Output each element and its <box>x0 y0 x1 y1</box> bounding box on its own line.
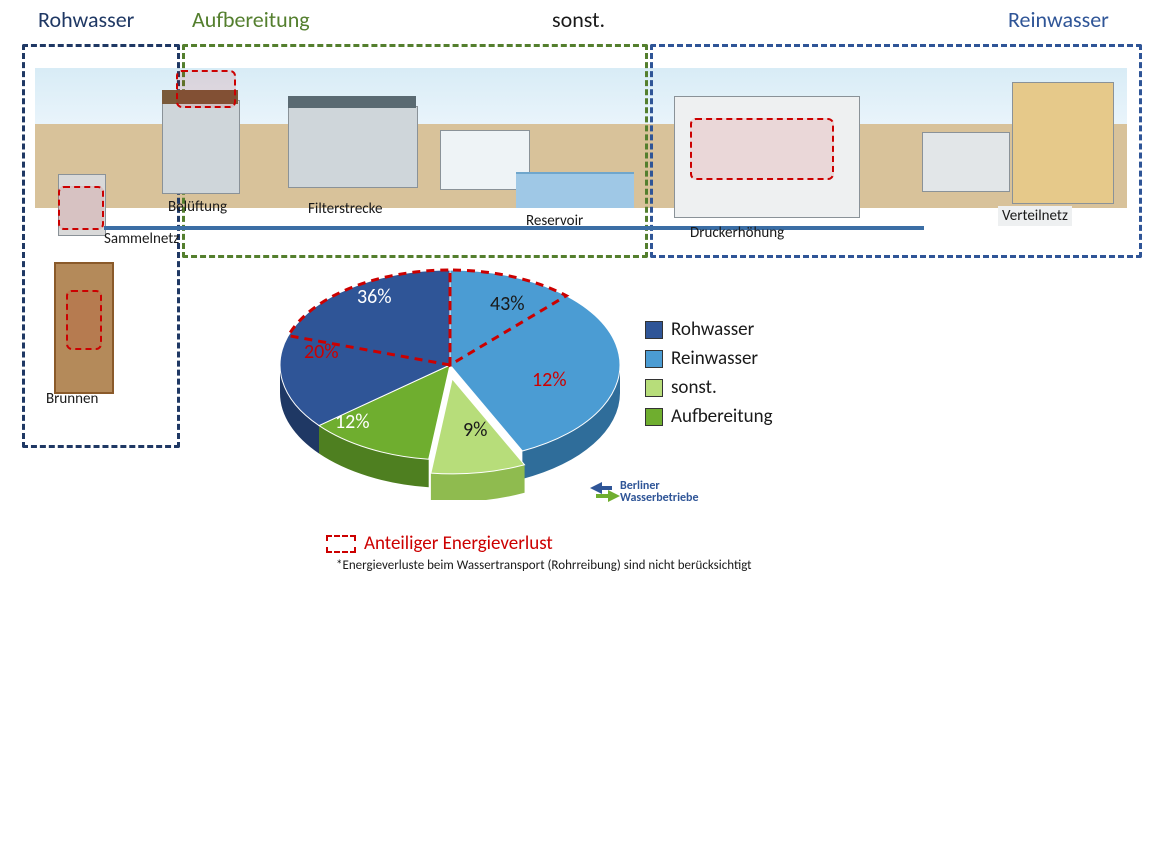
loss-swatch-icon <box>326 535 356 553</box>
loss-legend: Anteiliger Energieverlust <box>326 532 553 555</box>
pie-value-reinwasser: 43% <box>490 292 525 316</box>
swatch-aufbereitung <box>645 408 663 426</box>
facility-verteilnetz-building <box>1012 82 1114 204</box>
facility-belueftung <box>162 100 240 194</box>
legend-label-rohwasser: Rohwasser <box>671 318 754 341</box>
label-verteilnetz: Verteilnetz <box>998 206 1072 226</box>
loss-highlight-sammelnetz <box>58 186 104 230</box>
legend-row-rohwasser: Rohwasser <box>645 318 773 341</box>
legend-row-aufbereitung: Aufbereitung <box>645 405 773 428</box>
pie-value-rohwasser: 36% <box>357 285 392 309</box>
brand-line2: Wasserbetriebe <box>620 492 699 504</box>
loss-highlight-druckerhoehung <box>690 118 834 180</box>
section-label-sonst: sonst. <box>552 6 605 33</box>
label-sammelnetz: Sammelnetz <box>104 230 179 248</box>
label-brunnen: Brunnen <box>46 390 98 408</box>
pie-loss-reinwasser: 12% <box>532 368 567 392</box>
loss-legend-label: Anteiliger Energieverlust <box>364 532 553 555</box>
energy-share-pie-svg <box>265 260 635 500</box>
label-belueftung: Belüftung <box>168 198 227 216</box>
brand-logo: Berliner Wasserbetriebe <box>586 476 699 508</box>
brand-arrows-icon <box>586 476 620 508</box>
pie-value-aufbereitung: 12% <box>335 410 370 434</box>
pie-legend: Rohwasser Reinwasser sonst. Aufbereitung <box>645 318 773 434</box>
connecting-pipe <box>104 226 924 230</box>
legend-label-sonst: sonst. <box>671 376 717 399</box>
pie-loss-rohwasser: 20% <box>304 340 339 364</box>
facility-filterstrecke <box>288 106 418 188</box>
infographic-stage: Rohwasser Aufbereitung sonst. Reinwasser… <box>0 0 1150 850</box>
facility-verteilnetz-station <box>922 132 1010 192</box>
swatch-sonst <box>645 379 663 397</box>
pie-value-sonst: 9% <box>463 418 487 442</box>
loss-highlight-belueftung <box>176 70 236 108</box>
facility-filterstrecke-roof <box>288 96 416 108</box>
facility-reservoir-basin <box>516 172 634 208</box>
label-filterstrecke: Filterstrecke <box>308 200 382 218</box>
section-label-aufbereitung: Aufbereitung <box>192 6 310 33</box>
label-reservoir: Reservoir <box>526 212 583 230</box>
swatch-reinwasser <box>645 350 663 368</box>
loss-highlight-brunnen <box>66 290 102 350</box>
swatch-rohwasser <box>645 321 663 339</box>
legend-label-aufbereitung: Aufbereitung <box>671 405 773 428</box>
energy-share-pie <box>265 260 635 500</box>
section-label-reinwasser: Reinwasser <box>1008 6 1109 33</box>
label-druckerhoehung: Druckerhöhung <box>690 224 784 242</box>
legend-row-reinwasser: Reinwasser <box>645 347 773 370</box>
footnote: *Energieverluste beim Wassertransport (R… <box>336 558 751 573</box>
section-label-rohwasser: Rohwasser <box>38 6 134 33</box>
legend-row-sonst: sonst. <box>645 376 773 399</box>
legend-label-reinwasser: Reinwasser <box>671 347 758 370</box>
